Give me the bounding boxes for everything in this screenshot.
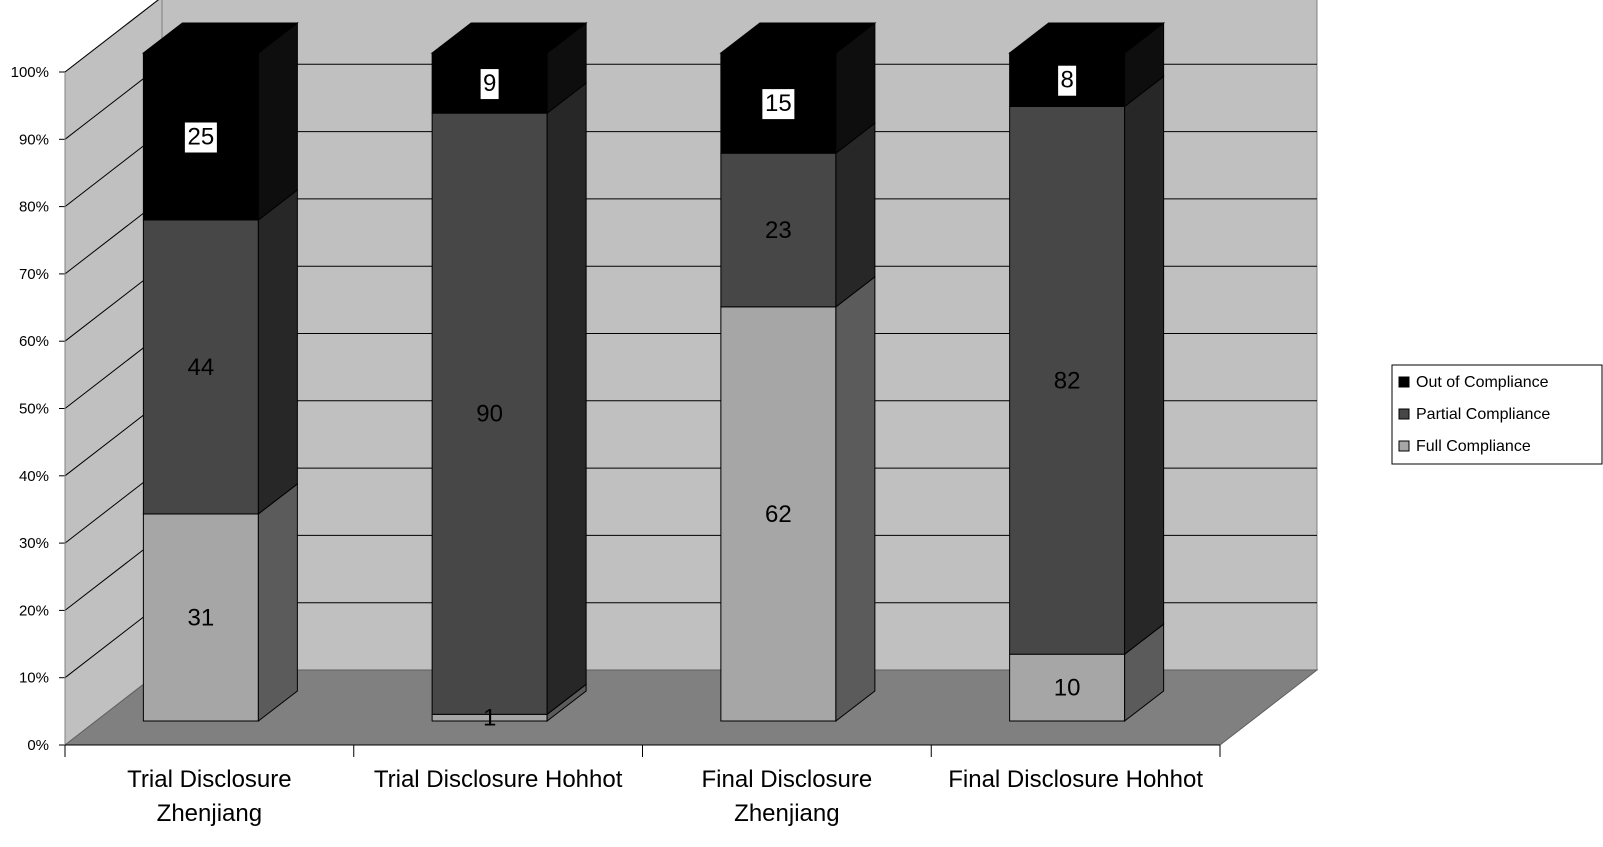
bar-side bbox=[257, 21, 298, 222]
legend-label: Out of Compliance bbox=[1416, 374, 1549, 391]
bar-side bbox=[835, 275, 876, 723]
x-category-label: Final Disclosure Hohhot bbox=[948, 766, 1203, 793]
data-label: 62 bbox=[765, 501, 792, 528]
data-label: 82 bbox=[1054, 367, 1081, 394]
x-category-label: Trial Disclosure Hohhot bbox=[374, 766, 623, 793]
x-axis: Trial Disclosure Zhenjiang Trial Disclosur… bbox=[64, 744, 1221, 827]
bar-side bbox=[546, 82, 587, 716]
bar-top bbox=[141, 22, 299, 54]
x-category-label: Trial Disclosure bbox=[127, 766, 291, 793]
y-tick-label: 10% bbox=[19, 670, 49, 687]
y-tick-label: 70% bbox=[19, 266, 49, 283]
y-tick-label: 0% bbox=[27, 737, 49, 754]
data-label: 15 bbox=[765, 90, 792, 117]
data-label: 25 bbox=[188, 124, 215, 151]
data-label: 1 bbox=[483, 705, 496, 732]
data-label: 90 bbox=[476, 401, 503, 428]
bar-side bbox=[257, 188, 298, 515]
bar-front-partial-compliance bbox=[142, 219, 259, 515]
data-label: 31 bbox=[188, 604, 215, 631]
data-label-bg bbox=[480, 69, 499, 100]
legend-item-full-compliance[interactable]: Full Compliance bbox=[1398, 438, 1531, 455]
bar-top bbox=[719, 22, 877, 54]
bar-side bbox=[835, 122, 876, 308]
y-tick-label: 30% bbox=[19, 535, 49, 552]
data-label-bg bbox=[1058, 65, 1077, 96]
y-tick-label: 40% bbox=[19, 468, 49, 485]
data-label-bg bbox=[762, 89, 795, 120]
data-label-bg bbox=[184, 122, 217, 153]
y-tick-label: 20% bbox=[19, 602, 49, 619]
legend-label: Partial Compliance bbox=[1416, 406, 1550, 423]
bar-front-full-compliance bbox=[720, 306, 837, 722]
bar-side bbox=[257, 482, 298, 723]
legend-swatch bbox=[1398, 376, 1410, 388]
y-tick-label: 100% bbox=[11, 64, 49, 81]
data-label: 44 bbox=[188, 354, 215, 381]
bar-front-partial-compliance bbox=[1009, 105, 1126, 655]
legend-swatch bbox=[1398, 440, 1410, 452]
bar-front-full-compliance bbox=[1009, 653, 1126, 722]
bar-top bbox=[1008, 22, 1166, 54]
legend-item-out-of-compliance[interactable]: Out of Compliance bbox=[1398, 374, 1549, 391]
data-labels: 31 44 25 1 90 9 62 23 15 10 82 8 bbox=[184, 65, 1081, 732]
y-axis: 0% 10% 20% 30% 40% 50% 60% 70% 80% 90% 100% bbox=[11, 64, 66, 754]
x-category-label: Zhenjiang bbox=[157, 800, 262, 827]
legend-swatch bbox=[1398, 408, 1410, 420]
bar-front-partial-compliance bbox=[720, 152, 837, 308]
data-label: 23 bbox=[765, 217, 792, 244]
y-tick-label: 60% bbox=[19, 333, 49, 350]
y-tick-label: 80% bbox=[19, 199, 49, 216]
legend-item-partial-compliance[interactable]: Partial Compliance bbox=[1398, 406, 1550, 423]
x-category-label: Final Disclosure bbox=[702, 766, 873, 793]
data-label: 8 bbox=[1060, 67, 1073, 94]
x-category-label: Zhenjiang bbox=[734, 800, 839, 827]
legend-label: Full Compliance bbox=[1416, 438, 1531, 455]
y-tick-label: 50% bbox=[19, 401, 49, 418]
legend-box bbox=[1391, 364, 1603, 465]
bar-top bbox=[430, 22, 588, 54]
data-label: 9 bbox=[483, 70, 496, 97]
bar-side bbox=[1124, 75, 1165, 656]
legend[interactable]: Out of Compliance Partial Compliance Full … bbox=[1391, 364, 1603, 465]
bar-front-partial-compliance bbox=[431, 112, 548, 715]
bars bbox=[141, 21, 1166, 723]
gridline bbox=[64, 0, 159, 73]
y-tick-label: 90% bbox=[19, 131, 49, 148]
data-label: 10 bbox=[1054, 675, 1081, 702]
